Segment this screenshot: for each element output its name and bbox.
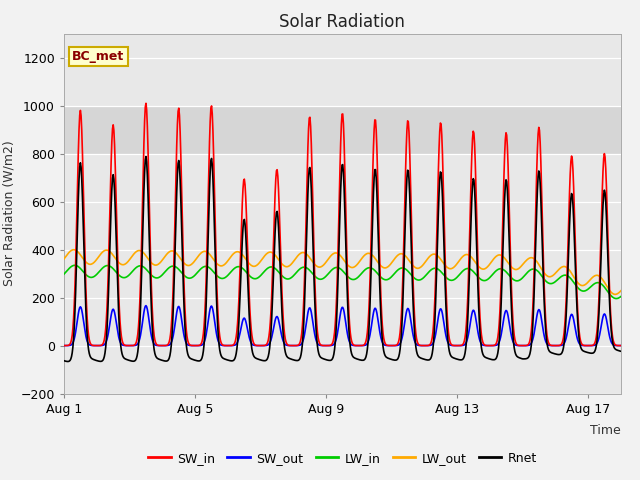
- Y-axis label: Solar Radiation (W/m2): Solar Radiation (W/m2): [2, 141, 15, 287]
- Bar: [64, 106, 621, 154]
- Text: BC_met: BC_met: [72, 50, 125, 63]
- Text: Time: Time: [590, 424, 621, 437]
- Legend: SW_in, SW_out, LW_in, LW_out, Rnet: SW_in, SW_out, LW_in, LW_out, Rnet: [143, 447, 542, 469]
- Title: Solar Radiation: Solar Radiation: [280, 12, 405, 31]
